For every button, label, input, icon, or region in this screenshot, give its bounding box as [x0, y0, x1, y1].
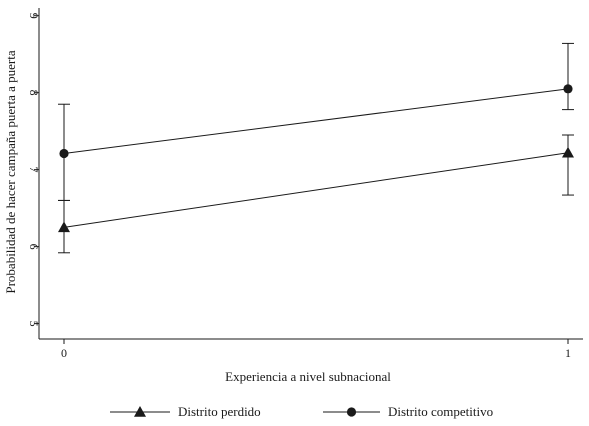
- x-tick-label: 1: [565, 346, 571, 360]
- data-point: [563, 84, 573, 94]
- legend-label: Distrito perdido: [178, 404, 261, 419]
- series-line: [63, 88, 569, 154]
- series-distrito-perdido: [58, 134, 574, 254]
- y-tick-label: 6: [27, 244, 41, 250]
- legend-item: Distrito perdido: [110, 404, 261, 419]
- data-point: [562, 146, 574, 158]
- legend-marker: [134, 406, 146, 417]
- legend-marker: [346, 407, 357, 417]
- y-axis-title: Probabilidad de hacer campaña puerta a p…: [3, 50, 18, 293]
- series-line: [63, 152, 569, 228]
- x-axis-title: Experiencia a nivel subnacional: [225, 369, 391, 384]
- y-tick-label: 7: [27, 167, 41, 173]
- legend-label: Distrito competitivo: [388, 404, 493, 419]
- series-distrito-competitivo: [58, 42, 574, 201]
- y-tick-label: 5: [27, 321, 41, 327]
- legend-item: Distrito competitivo: [323, 404, 493, 419]
- legend: Distrito perdido Distrito competitivo: [110, 404, 493, 419]
- data-point: [58, 221, 70, 233]
- series-layer: [58, 42, 574, 254]
- y-tick-label: 8: [27, 90, 41, 96]
- axes: 5 6 7 8 9 0 1: [27, 8, 583, 360]
- y-tick-label: 9: [27, 13, 41, 19]
- x-tick-label: 0: [61, 346, 67, 360]
- data-point: [59, 148, 69, 159]
